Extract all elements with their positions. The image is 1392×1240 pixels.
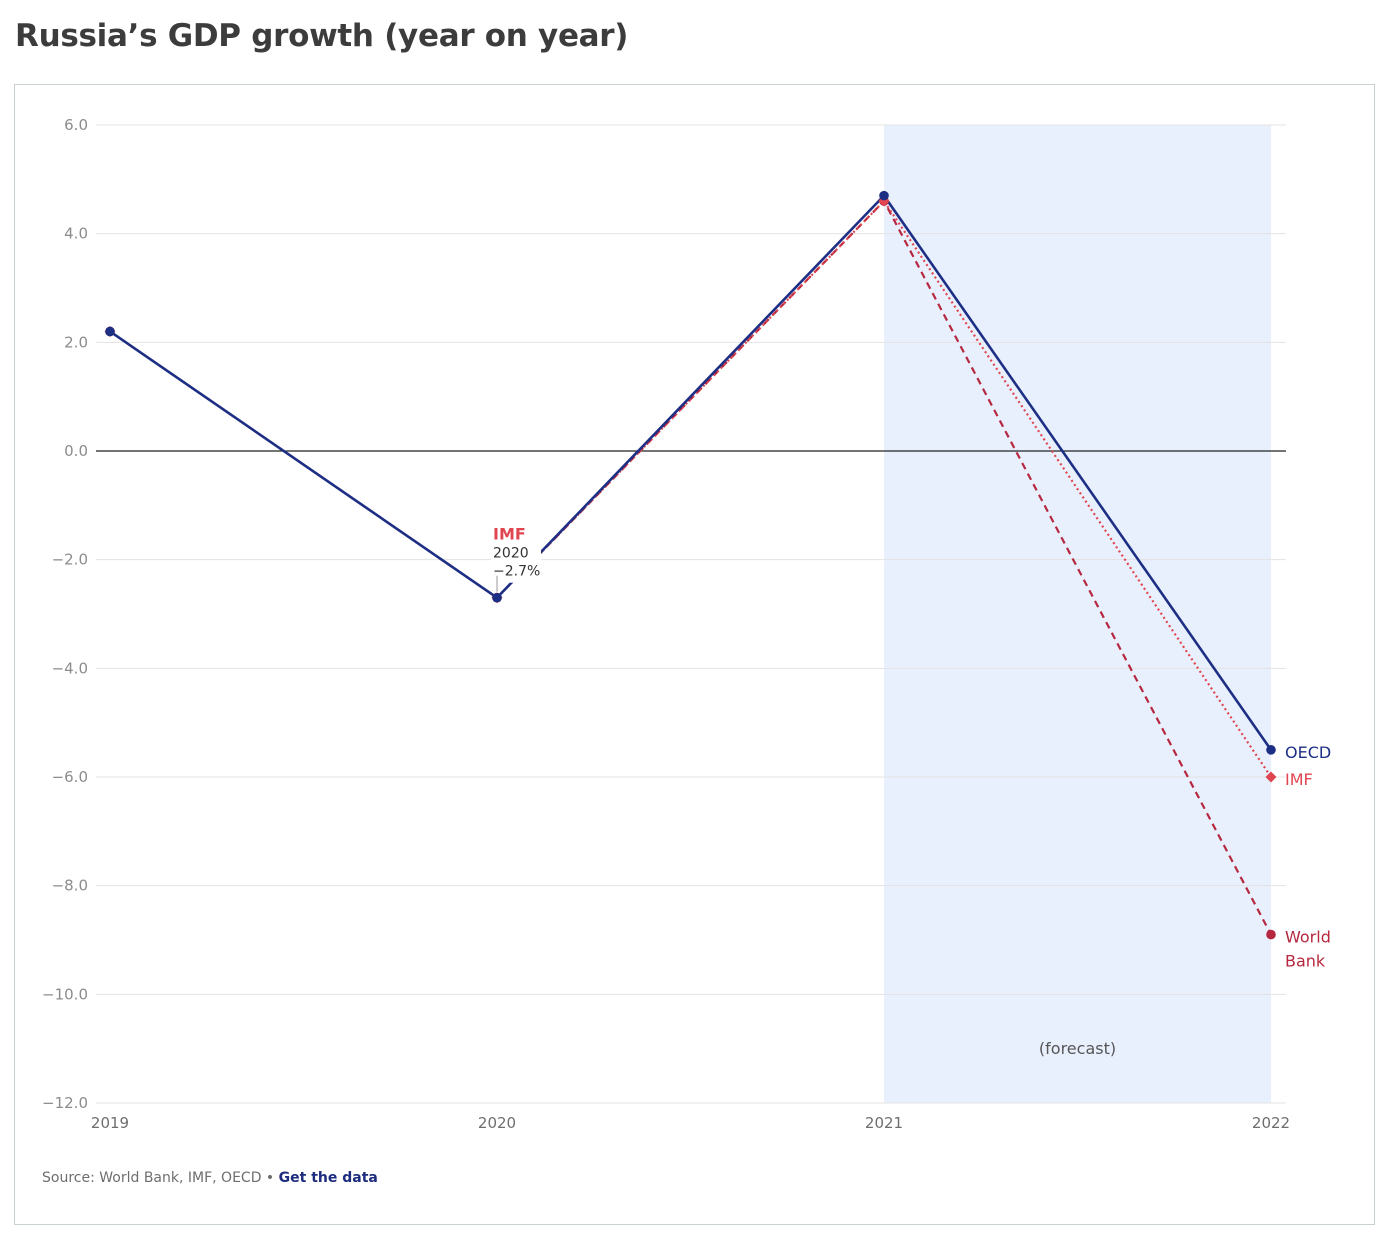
y-tick-label: −6.0 xyxy=(52,768,88,786)
annotation-backdrop xyxy=(491,522,541,583)
annotation-series: IMF xyxy=(493,525,526,544)
marker-oecd xyxy=(879,190,889,201)
series-line-imf xyxy=(109,199,1272,778)
y-tick-label: −10.0 xyxy=(42,985,88,1003)
y-tick-label: 6.0 xyxy=(64,116,88,134)
get-data-link[interactable]: Get the data xyxy=(278,1170,378,1186)
y-tick-label: −2.0 xyxy=(52,551,88,569)
chart-footer: Source: World Bank, IMF, OECD • Get the … xyxy=(42,1170,378,1186)
marker-oecd xyxy=(1266,745,1276,755)
series-label-world-bank: World Bank xyxy=(1285,928,1331,971)
forecast-band xyxy=(884,125,1271,1103)
x-tick-label: 2022 xyxy=(1252,1114,1290,1132)
x-tick-label: 2021 xyxy=(865,1114,903,1132)
chart-title: Russia’s GDP growth (year on year) xyxy=(15,18,629,54)
y-tick-label: −4.0 xyxy=(52,659,88,677)
y-tick-label: 2.0 xyxy=(64,333,88,351)
series-label-imf: IMF xyxy=(1285,770,1313,789)
y-tick-label: 0.0 xyxy=(64,442,88,460)
series-label-oecd: OECD xyxy=(1285,743,1331,762)
marker-oecd xyxy=(492,592,502,603)
y-tick-label: −12.0 xyxy=(42,1094,88,1112)
source-text: Source: World Bank, IMF, OECD xyxy=(42,1170,262,1186)
separator: • xyxy=(265,1170,275,1186)
x-tick-label: 2019 xyxy=(91,1114,129,1132)
annotation-year: 2020 xyxy=(493,546,529,562)
series-line-oecd xyxy=(109,194,1273,751)
x-tick-label: 2020 xyxy=(478,1114,516,1132)
marker-oecd xyxy=(105,326,115,337)
marker-world-bank xyxy=(1266,929,1276,940)
annotation-value: −2.7% xyxy=(493,564,540,580)
forecast-label: (forecast) xyxy=(1039,1039,1116,1058)
marker-imf xyxy=(1265,771,1277,783)
y-tick-label: −8.0 xyxy=(52,877,88,895)
y-tick-label: 4.0 xyxy=(64,225,88,243)
chart-frame xyxy=(14,84,1375,1225)
